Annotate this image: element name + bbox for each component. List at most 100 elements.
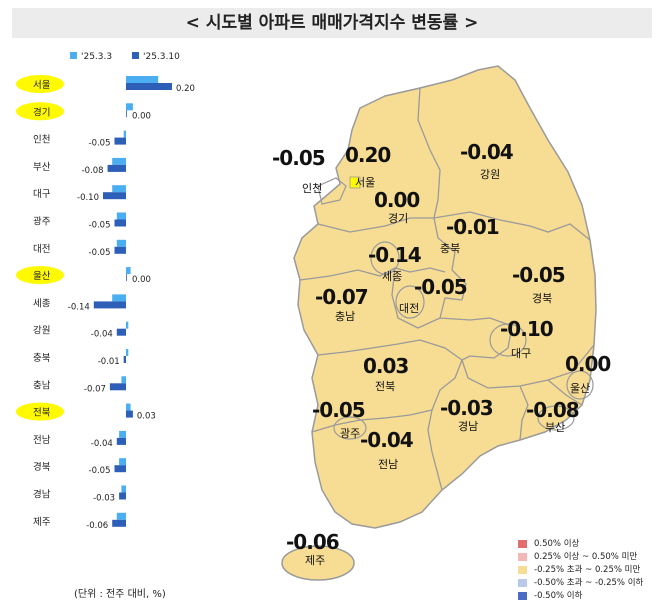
map-region-name: 서울 (355, 176, 376, 189)
bar-curr (123, 356, 126, 363)
category-label: 충북 (33, 353, 51, 364)
daejeon-outline (395, 285, 425, 319)
gwangju-outline (333, 416, 367, 440)
data-label: -0.10 (77, 193, 99, 203)
map-region-name: 충북 (440, 242, 461, 255)
data-label: -0.06 (86, 521, 108, 531)
bar-curr (126, 410, 133, 418)
bar-curr (114, 465, 126, 473)
bar-curr (126, 110, 127, 118)
map-legend-swatch (518, 565, 527, 574)
bar-prev (119, 458, 126, 466)
legend-label-1: '25.3.3 (81, 52, 112, 62)
map-legend-label: -0.25% 초과 ~ 0.25% 미만 (534, 565, 641, 575)
map-region-name: 경남 (458, 420, 479, 433)
bar-curr (109, 383, 126, 391)
category-label: 대전 (33, 244, 50, 255)
bar-prev (126, 403, 131, 411)
category-label: 대구 (33, 189, 51, 200)
data-label: -0.04 (91, 439, 113, 449)
incheon-outline (317, 177, 347, 205)
category-label: 경북 (33, 461, 51, 473)
data-label: 0.03 (137, 412, 156, 422)
bar-curr (116, 437, 126, 445)
bar-curr (114, 246, 126, 254)
bar-curr (93, 301, 126, 309)
data-label: -0.05 (89, 248, 111, 258)
map-legend-swatch (518, 539, 527, 548)
map-value: 0.20 (345, 143, 391, 167)
map-value: -0.05 (414, 275, 468, 299)
map-region-name: 제주 (305, 554, 326, 567)
map-value: -0.01 (446, 215, 500, 239)
map-legend-label: -0.50% 초과 ~ -0.25% 이하 (534, 578, 644, 588)
map-region-name: 경북 (532, 292, 553, 305)
category-label: 강원 (33, 326, 50, 337)
map-legend-label: 0.25% 이상 ~ 0.50% 미만 (534, 552, 638, 562)
daegu-outline (489, 323, 527, 357)
map-value: -0.06 (286, 530, 340, 554)
bar-prev (116, 212, 126, 220)
category-label: 광주 (33, 216, 51, 228)
map-region-name: 세종 (382, 270, 403, 283)
category-highlight (16, 75, 64, 93)
category-highlight (16, 102, 64, 121)
data-label: 0.00 (132, 111, 151, 121)
map-value: -0.03 (440, 396, 494, 420)
legend-swatch-1 (70, 52, 77, 59)
data-label: -0.05 (89, 139, 111, 149)
bar-prev (112, 157, 126, 165)
jeju-island (281, 545, 355, 581)
category-highlight (16, 402, 64, 421)
category-label: 제주 (33, 517, 51, 528)
category-label: 경기 (33, 106, 50, 118)
legend-swatch-2 (132, 52, 139, 59)
province-borders (299, 87, 595, 491)
category-label: 충남 (33, 380, 51, 391)
busan-outline (537, 405, 575, 431)
category-label: 울산 (33, 271, 51, 282)
map-legend-swatch (518, 552, 527, 561)
bar-prev (123, 130, 126, 138)
bar-chart: '25.3.3 '25.3.10 서울 0.20 경기 0.00 인천 -0.05 부산 -0.0… (16, 52, 195, 531)
data-label: -0.05 (89, 466, 111, 476)
chart-title: < 시도별 아파트 매매가격지수 변동률 > (12, 8, 652, 38)
map-value: -0.08 (526, 398, 580, 422)
category-label: 부산 (33, 162, 51, 173)
sejong-outline (370, 241, 400, 275)
bar-prev (116, 239, 126, 247)
map-value: 0.00 (565, 352, 611, 376)
category-label: 전북 (33, 408, 51, 419)
data-label: -0.04 (91, 330, 113, 340)
map-value: -0.05 (312, 398, 366, 422)
bar-curr (112, 519, 126, 527)
map-value: -0.10 (500, 317, 554, 341)
data-label: -0.14 (68, 302, 90, 312)
map-region-name: 전남 (378, 458, 399, 471)
map-region-name: 강원 (480, 168, 501, 181)
mainland-outline (293, 65, 597, 529)
map-legend-item: 0.50% 이상 (518, 537, 579, 549)
bar-prev (126, 321, 129, 329)
map-region-name: 충남 (335, 310, 356, 323)
bar-prev (116, 512, 126, 520)
legend-label-2: '25.3.10 (143, 52, 180, 62)
map-region-name: 울산 (570, 382, 591, 395)
korea-map (281, 65, 597, 581)
bar-curr (119, 492, 126, 500)
map-value: 0.00 (374, 188, 420, 212)
map-value: -0.04 (460, 140, 514, 164)
bar-prev (126, 349, 129, 356)
map-value: -0.07 (315, 285, 369, 309)
bar-prev (119, 430, 126, 438)
map-region-name: 인천 (302, 182, 323, 195)
category-label: 인천 (33, 135, 50, 146)
map-value: -0.14 (368, 243, 422, 267)
bar-prev (112, 294, 126, 302)
map-value: 0.03 (363, 354, 409, 378)
map-legend-item: -0.25% 초과 ~ 0.25% 미만 (518, 563, 640, 575)
category-highlight (16, 266, 64, 285)
bar-prev (126, 76, 159, 83)
category-label: 세종 (33, 298, 51, 309)
